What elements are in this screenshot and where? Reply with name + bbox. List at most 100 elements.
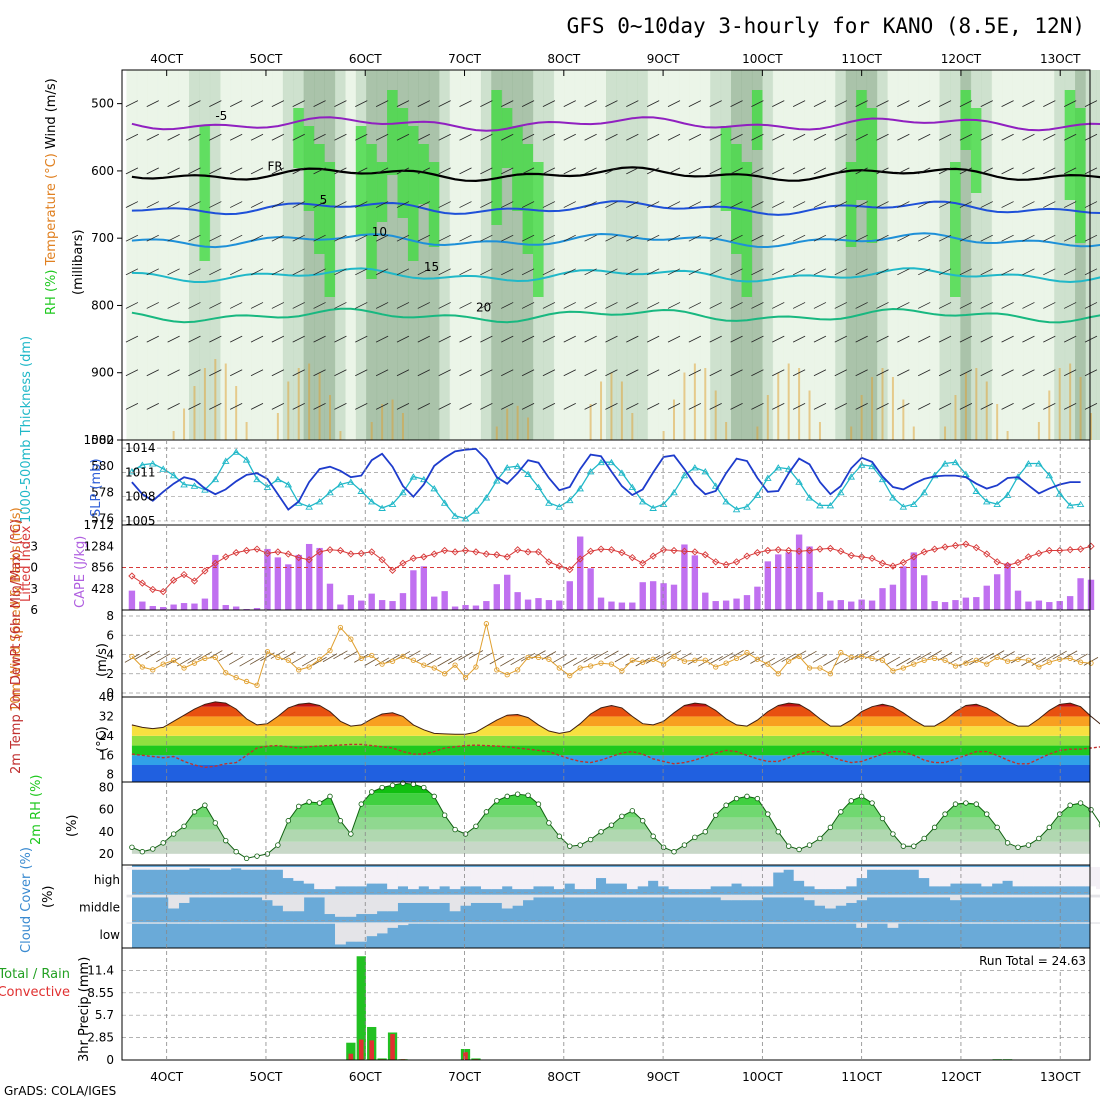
cape-bar	[378, 600, 386, 610]
wind-barb-10m	[270, 650, 286, 659]
rh-point	[191, 809, 198, 815]
wind-barb	[605, 335, 618, 343]
cloud-gap	[1054, 867, 1066, 887]
time-label-top: 13OCT	[1040, 52, 1081, 66]
thickness-point	[232, 448, 240, 455]
thickness-point	[691, 464, 699, 471]
wind-barb	[480, 403, 493, 410]
cloud-gap	[574, 922, 586, 924]
wind-barb	[209, 268, 222, 276]
cloud-gap	[126, 867, 138, 870]
cloud-gap	[209, 922, 221, 924]
wind-barb-10m	[291, 655, 306, 664]
li-point	[722, 561, 730, 569]
wind-barb	[1084, 335, 1098, 343]
wind-barb	[229, 335, 243, 343]
wind-barb	[271, 100, 285, 107]
wind-barb	[417, 167, 430, 175]
rh-column	[1075, 70, 1087, 440]
cloud-gap	[897, 922, 909, 924]
cape-bar	[921, 575, 928, 610]
rh-column	[522, 70, 534, 440]
thickness-point	[148, 460, 157, 467]
wind-barb	[271, 133, 285, 141]
isotherm-label: -5	[215, 109, 227, 123]
cape-bar	[524, 599, 532, 610]
cloud-gap	[752, 894, 763, 901]
wind-tick-label: 8	[106, 609, 114, 623]
cloud-gap	[866, 922, 878, 924]
cloud-gap	[428, 922, 440, 924]
wind-barb	[855, 201, 868, 208]
wind-barb	[918, 403, 931, 410]
thickness-point	[722, 498, 730, 505]
rh-moist-cell	[751, 90, 763, 150]
wind-barb-10m	[218, 652, 233, 662]
wind-barb	[167, 403, 180, 410]
wind-barb	[146, 403, 159, 410]
rh-point	[952, 801, 959, 807]
thickness-point	[680, 471, 689, 479]
wind-speed-point	[921, 657, 927, 663]
cloud-gap	[929, 867, 941, 887]
rh-point	[441, 812, 448, 818]
temp-band	[131, 735, 1090, 746]
li-point	[253, 545, 261, 553]
wind-barb	[292, 335, 305, 343]
thickness-point	[805, 494, 814, 501]
wind-barb	[480, 268, 493, 276]
wind-barb	[271, 167, 285, 175]
wind-barb	[751, 100, 764, 107]
wind-barb	[626, 403, 639, 410]
rh-moist-cell	[720, 126, 732, 211]
cloud-gap	[679, 894, 690, 898]
cloud-gap	[845, 922, 857, 924]
cloud-gap	[428, 867, 440, 890]
wind-barb-10m	[406, 650, 421, 660]
rh-column	[209, 70, 221, 440]
cloud-gap	[460, 867, 471, 887]
wind-barb	[646, 234, 660, 242]
cloud-gap	[136, 894, 148, 898]
pressure-tick-label: 500	[91, 97, 114, 111]
li-point	[222, 553, 230, 561]
cape-bar	[420, 566, 428, 610]
cloud-gap	[950, 867, 961, 884]
wind-barb	[146, 302, 159, 309]
wind-barb	[459, 335, 472, 343]
wind-speed-point	[692, 657, 698, 663]
temp-band	[131, 765, 1090, 782]
wind-barb-10m	[187, 655, 202, 664]
wind-barb	[959, 167, 973, 175]
wind-barb	[813, 201, 827, 208]
rh-column	[647, 70, 659, 440]
cape-bar	[139, 601, 146, 610]
wind-speed-point	[275, 654, 281, 661]
rh-point	[973, 801, 980, 807]
cloud-gap	[230, 922, 242, 924]
cape-bar	[837, 600, 844, 610]
thickness-point	[659, 500, 668, 508]
wind-barb	[772, 167, 785, 175]
wind-barb	[792, 100, 806, 107]
slp-line	[131, 447, 1081, 511]
wind-barb	[271, 234, 285, 242]
li-point	[274, 548, 282, 556]
cape-bar	[285, 564, 292, 610]
rh-point	[160, 840, 166, 846]
wind-barb	[459, 302, 472, 309]
wind-speed-point	[389, 658, 396, 664]
wind-barb	[584, 167, 597, 175]
isotherm-label: 15	[424, 260, 439, 274]
rh-column	[751, 70, 763, 440]
wind-barb	[417, 201, 430, 208]
thickness-point	[440, 499, 449, 506]
rh-moist-cell	[397, 108, 409, 218]
cloud-gap	[449, 867, 461, 890]
cape-bar	[576, 536, 584, 610]
rh-column	[585, 70, 597, 440]
cloud-gap	[991, 867, 1003, 884]
cloud-gap	[209, 867, 221, 870]
wind-barb	[229, 302, 243, 309]
wind-barb	[229, 369, 243, 377]
